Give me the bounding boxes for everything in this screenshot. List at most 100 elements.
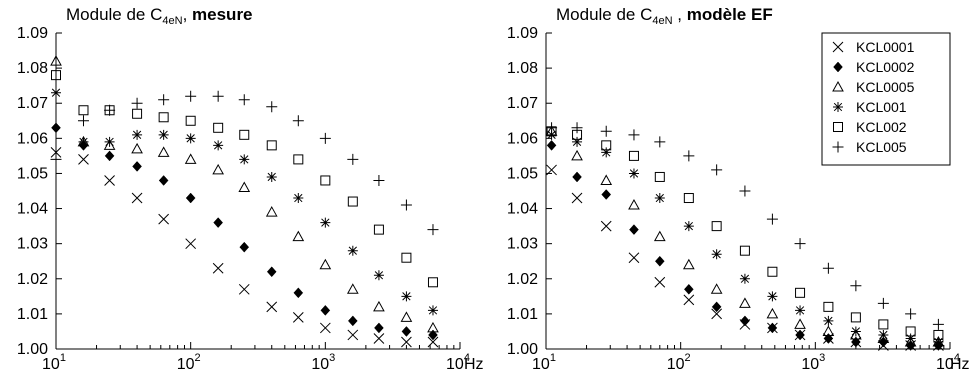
data-point — [239, 241, 250, 253]
data-point — [347, 153, 359, 165]
data-point — [427, 336, 439, 348]
data-point — [546, 122, 558, 134]
data-point — [794, 238, 806, 250]
data-point — [711, 301, 722, 313]
data-point — [823, 333, 834, 344]
data-point — [400, 199, 412, 211]
data-point — [601, 189, 612, 200]
data-point — [401, 252, 412, 263]
legend-entry: KCL001 — [856, 99, 907, 115]
data-point — [629, 224, 639, 235]
y-tick-label: 1.04 — [507, 201, 538, 218]
legend-box — [821, 32, 951, 166]
data-point — [905, 326, 916, 337]
data-point — [374, 322, 384, 334]
x-tick-label: 104 — [936, 352, 960, 373]
data-point — [600, 220, 612, 232]
series-kcl001 — [51, 87, 438, 316]
legend-entry: KCL0002 — [856, 59, 915, 75]
y-tick-label: 1.03 — [507, 236, 538, 253]
data-point — [683, 294, 695, 306]
y-tick-label: 1.01 — [17, 306, 48, 323]
chart-fe-model: Module de C4eN , modèle EF 1.00 1.01 1.02 1.… — [507, 5, 970, 373]
data-point — [266, 101, 278, 113]
data-point — [850, 280, 862, 292]
data-point — [78, 136, 89, 147]
data-point — [185, 115, 196, 126]
data-point — [131, 97, 143, 109]
data-point — [104, 136, 115, 147]
data-point — [158, 112, 169, 123]
data-point — [319, 258, 332, 270]
y-tick-label: 1.07 — [17, 95, 48, 112]
data-point — [50, 55, 62, 66]
y-tick-label: 1.06 — [507, 130, 538, 147]
data-point — [427, 224, 439, 236]
data-point — [104, 175, 115, 186]
data-point — [601, 147, 612, 158]
data-point — [131, 192, 143, 204]
data-point — [877, 297, 889, 309]
data-point — [157, 146, 170, 157]
y-tick-label: 1.01 — [507, 306, 538, 323]
y-tick-label: 1.08 — [17, 60, 48, 77]
data-point — [320, 175, 331, 186]
data-point — [546, 129, 557, 140]
legend-entry: KCL002 — [856, 119, 907, 135]
data-point — [851, 336, 861, 348]
data-point — [238, 181, 251, 192]
x-tick-label: 102 — [177, 352, 201, 373]
data-point — [795, 287, 806, 298]
data-point — [628, 199, 640, 210]
data-point — [571, 122, 583, 134]
data-point — [571, 192, 583, 204]
data-point — [104, 150, 115, 162]
y-tick-label: 1.02 — [17, 271, 48, 288]
data-point — [132, 129, 143, 140]
data-point — [292, 115, 304, 127]
data-point — [905, 333, 916, 344]
data-point — [185, 133, 196, 144]
data-point — [933, 336, 944, 347]
data-point — [400, 311, 413, 322]
series-kcl0005 — [50, 55, 439, 333]
data-point — [238, 94, 250, 106]
series-kcl005 — [50, 90, 439, 236]
data-point — [158, 175, 169, 186]
x-tick-label: 101 — [42, 352, 66, 373]
data-point — [654, 193, 665, 204]
data-point — [740, 315, 750, 327]
y-tick-label: 1.06 — [17, 130, 48, 147]
legend-marker — [832, 80, 844, 92]
data-point — [239, 129, 250, 140]
data-point — [628, 129, 640, 141]
data-point — [711, 164, 723, 176]
data-point — [51, 87, 61, 98]
legend-entry: KCL0005 — [856, 79, 915, 95]
data-point — [239, 154, 250, 165]
data-point — [266, 171, 277, 182]
data-point — [571, 149, 583, 161]
data-point — [933, 329, 944, 340]
data-point — [710, 283, 723, 294]
data-point — [373, 333, 385, 344]
data-point — [213, 122, 224, 133]
data-point — [711, 308, 722, 320]
y-tick-label: 1.02 — [507, 271, 538, 288]
data-point — [132, 108, 143, 119]
data-point — [266, 266, 277, 278]
legend-marker — [832, 41, 844, 53]
chart-title: Module de C4eN , modèle EF — [556, 5, 773, 27]
data-point — [293, 287, 304, 299]
data-point — [266, 301, 278, 313]
data-point — [850, 326, 861, 337]
data-point — [822, 325, 835, 336]
series-kcl001 — [546, 129, 944, 347]
data-point — [265, 206, 278, 217]
legend-marker — [833, 122, 843, 132]
chart-title: Module de C4eN, mesure — [66, 5, 253, 27]
data-point — [401, 326, 412, 337]
data-point — [185, 238, 197, 250]
data-point — [654, 136, 666, 148]
data-point — [684, 283, 694, 295]
